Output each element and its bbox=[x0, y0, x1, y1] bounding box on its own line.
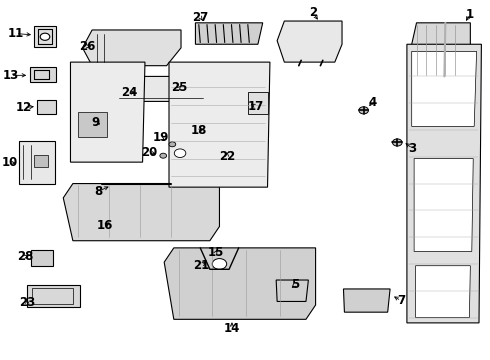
Polygon shape bbox=[82, 30, 181, 66]
Polygon shape bbox=[414, 158, 473, 251]
Text: 1: 1 bbox=[466, 9, 473, 22]
Polygon shape bbox=[37, 100, 56, 114]
Text: 15: 15 bbox=[207, 246, 224, 259]
Polygon shape bbox=[169, 62, 270, 187]
Text: 16: 16 bbox=[97, 219, 113, 232]
Text: 7: 7 bbox=[397, 294, 405, 307]
Polygon shape bbox=[276, 280, 308, 301]
Polygon shape bbox=[19, 141, 54, 184]
Bar bbox=[78, 112, 106, 137]
Text: 28: 28 bbox=[17, 250, 33, 263]
Text: 11: 11 bbox=[7, 27, 24, 40]
Circle shape bbox=[212, 258, 227, 269]
Circle shape bbox=[174, 149, 186, 157]
Circle shape bbox=[392, 139, 402, 146]
Circle shape bbox=[160, 153, 167, 158]
Text: 22: 22 bbox=[219, 150, 235, 163]
Text: 24: 24 bbox=[122, 86, 138, 99]
Text: 17: 17 bbox=[248, 100, 264, 113]
Polygon shape bbox=[29, 67, 56, 82]
Polygon shape bbox=[27, 285, 80, 307]
Text: 23: 23 bbox=[19, 296, 35, 309]
Polygon shape bbox=[416, 266, 470, 318]
Polygon shape bbox=[31, 249, 53, 266]
Text: 8: 8 bbox=[94, 185, 102, 198]
Text: 9: 9 bbox=[91, 116, 99, 129]
Text: 10: 10 bbox=[2, 156, 18, 169]
Polygon shape bbox=[164, 248, 316, 319]
Circle shape bbox=[169, 142, 176, 147]
Polygon shape bbox=[412, 51, 477, 126]
Polygon shape bbox=[407, 44, 481, 323]
Text: 20: 20 bbox=[141, 147, 157, 159]
Polygon shape bbox=[106, 76, 207, 102]
Polygon shape bbox=[71, 62, 145, 162]
Polygon shape bbox=[34, 26, 56, 47]
Text: 4: 4 bbox=[368, 96, 376, 109]
Text: 14: 14 bbox=[224, 323, 240, 336]
Text: 3: 3 bbox=[409, 142, 416, 155]
Bar bbox=[248, 93, 268, 114]
Polygon shape bbox=[196, 23, 263, 44]
Polygon shape bbox=[176, 78, 193, 94]
Circle shape bbox=[40, 33, 50, 40]
Bar bbox=[34, 155, 49, 167]
Polygon shape bbox=[63, 184, 220, 241]
Text: 5: 5 bbox=[291, 278, 299, 291]
Text: 2: 2 bbox=[309, 6, 317, 19]
Circle shape bbox=[359, 107, 368, 114]
Text: 19: 19 bbox=[153, 131, 169, 144]
Polygon shape bbox=[412, 23, 470, 76]
Text: 21: 21 bbox=[193, 258, 209, 271]
Text: 26: 26 bbox=[79, 40, 96, 53]
Text: 27: 27 bbox=[192, 10, 208, 24]
Polygon shape bbox=[277, 21, 342, 62]
Polygon shape bbox=[343, 289, 390, 312]
Text: 13: 13 bbox=[2, 69, 19, 82]
Text: 18: 18 bbox=[191, 124, 207, 137]
Text: 12: 12 bbox=[15, 101, 31, 114]
Text: 25: 25 bbox=[171, 81, 187, 94]
